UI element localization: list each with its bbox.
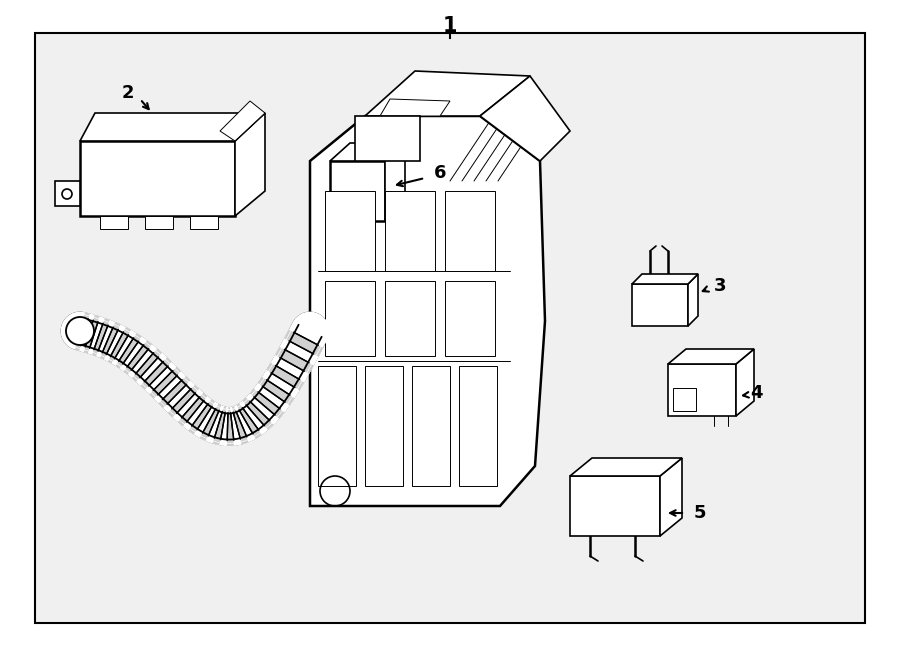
Polygon shape <box>330 143 405 161</box>
Polygon shape <box>355 116 420 161</box>
Polygon shape <box>459 366 497 486</box>
Polygon shape <box>318 366 356 486</box>
Text: 3: 3 <box>714 277 726 295</box>
Polygon shape <box>632 284 688 326</box>
Polygon shape <box>365 71 530 116</box>
Polygon shape <box>190 216 218 229</box>
Polygon shape <box>632 274 698 284</box>
Polygon shape <box>660 458 682 536</box>
Polygon shape <box>445 281 495 356</box>
Polygon shape <box>235 113 265 216</box>
Text: 5: 5 <box>694 504 706 522</box>
Polygon shape <box>220 101 265 141</box>
Text: 4: 4 <box>750 384 762 402</box>
Circle shape <box>66 317 94 345</box>
Polygon shape <box>570 476 660 536</box>
Polygon shape <box>385 281 435 356</box>
Polygon shape <box>445 191 495 271</box>
Polygon shape <box>380 99 450 116</box>
Polygon shape <box>145 216 173 229</box>
Text: 2: 2 <box>122 84 134 102</box>
Polygon shape <box>736 349 754 416</box>
Bar <box>35 33 865 623</box>
Polygon shape <box>688 274 698 326</box>
Polygon shape <box>330 161 385 221</box>
Polygon shape <box>325 281 375 356</box>
Polygon shape <box>80 113 265 141</box>
Polygon shape <box>385 191 435 271</box>
Text: 1: 1 <box>443 16 457 36</box>
Polygon shape <box>325 191 375 271</box>
Polygon shape <box>385 143 405 221</box>
Polygon shape <box>310 116 545 506</box>
Polygon shape <box>80 141 235 216</box>
Polygon shape <box>673 388 696 411</box>
Polygon shape <box>412 366 450 486</box>
Polygon shape <box>668 364 736 416</box>
Polygon shape <box>55 181 80 206</box>
Polygon shape <box>570 458 682 476</box>
Polygon shape <box>668 349 754 364</box>
Polygon shape <box>100 216 128 229</box>
Polygon shape <box>365 366 403 486</box>
Polygon shape <box>480 76 570 161</box>
Text: 6: 6 <box>434 164 446 182</box>
